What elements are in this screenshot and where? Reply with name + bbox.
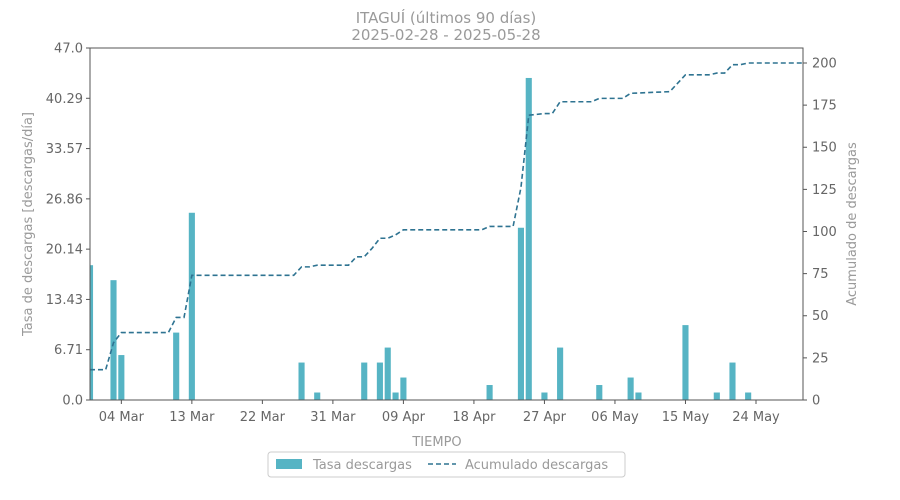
x-tick-label: 13 Mar (169, 410, 215, 425)
y2-tick-label: 100 (812, 225, 837, 240)
legend-line-label: Acumulado descargas (465, 458, 608, 473)
y2-tick-label: 25 (812, 351, 829, 366)
y-tick-label: 0.0 (62, 394, 83, 409)
bar (627, 377, 634, 400)
x-tick-label: 09 Apr (382, 410, 426, 425)
y-tick-label: 13.43 (46, 293, 83, 308)
y2-tick-label: 150 (812, 141, 837, 156)
chart-title: ITAGUÍ (últimos 90 días) (356, 8, 537, 27)
y2-tick-label: 75 (812, 267, 829, 282)
bar-series (90, 77, 752, 400)
bar (384, 347, 391, 400)
y-tick-label: 20.14 (46, 243, 83, 258)
bar (314, 392, 321, 400)
bar (517, 227, 524, 400)
bar (118, 355, 125, 400)
y-tick-label: 47.0 (54, 42, 83, 57)
y2-axis-label: Acumulado de descargas (845, 142, 860, 306)
bar (400, 377, 407, 400)
y-tick-label: 26.86 (46, 192, 83, 207)
chart-subtitle: 2025-02-28 - 2025-05-28 (351, 26, 540, 44)
x-tick-label: 18 Apr (452, 410, 496, 425)
bar (486, 385, 493, 400)
bar (596, 385, 603, 400)
bar (682, 325, 689, 400)
legend-bar-label: Tasa descargas (312, 458, 412, 473)
legend: Tasa descargas Acumulado descargas (267, 451, 626, 478)
y2-tick-label: 125 (812, 183, 837, 198)
y-tick-label: 33.57 (46, 142, 83, 157)
bar (557, 347, 564, 400)
bar (713, 392, 720, 400)
x-tick-label: 04 Mar (99, 410, 145, 425)
bar (635, 392, 642, 400)
y-tick-label: 40.29 (46, 92, 83, 107)
bar (173, 332, 180, 400)
y-tick-label: 6.71 (54, 343, 83, 358)
legend-bar-swatch (276, 459, 302, 469)
y-axis-right: 0 25 50 75 100 125 150 175 200 (803, 56, 837, 409)
bar (298, 362, 305, 400)
y2-tick-label: 0 (812, 394, 820, 409)
x-tick-label: 06 May (591, 410, 639, 425)
bar (392, 392, 399, 400)
plot-frame (89, 47, 804, 401)
bar (110, 280, 117, 400)
bar (525, 77, 532, 400)
bar (90, 265, 94, 400)
bar (361, 362, 368, 400)
bar (745, 392, 752, 400)
bar (541, 392, 548, 400)
y2-tick-label: 200 (812, 56, 837, 71)
x-tick-label: 24 May (732, 410, 780, 425)
y-axis-left: 0.0 6.71 13.43 20.14 26.86 33.57 40.29 47.0 (46, 42, 90, 409)
bar (376, 362, 383, 400)
x-tick-label: 31 Mar (310, 410, 356, 425)
y-axis-label: Tasa de descargas [descargas/día] (21, 112, 36, 337)
y2-tick-label: 175 (812, 99, 837, 114)
bar (188, 212, 195, 400)
bar (729, 362, 736, 400)
x-tick-label: 22 Mar (240, 410, 286, 425)
x-tick-label: 27 Apr (523, 410, 567, 425)
y2-tick-label: 50 (812, 309, 829, 324)
cumulative-line (90, 62, 803, 371)
x-tick-label: 15 May (662, 410, 710, 425)
x-axis: 04 Mar 13 Mar 22 Mar 31 Mar 09 Apr 18 Apr 27 A… (99, 400, 780, 425)
x-axis-label: TIEMPO (411, 435, 461, 450)
